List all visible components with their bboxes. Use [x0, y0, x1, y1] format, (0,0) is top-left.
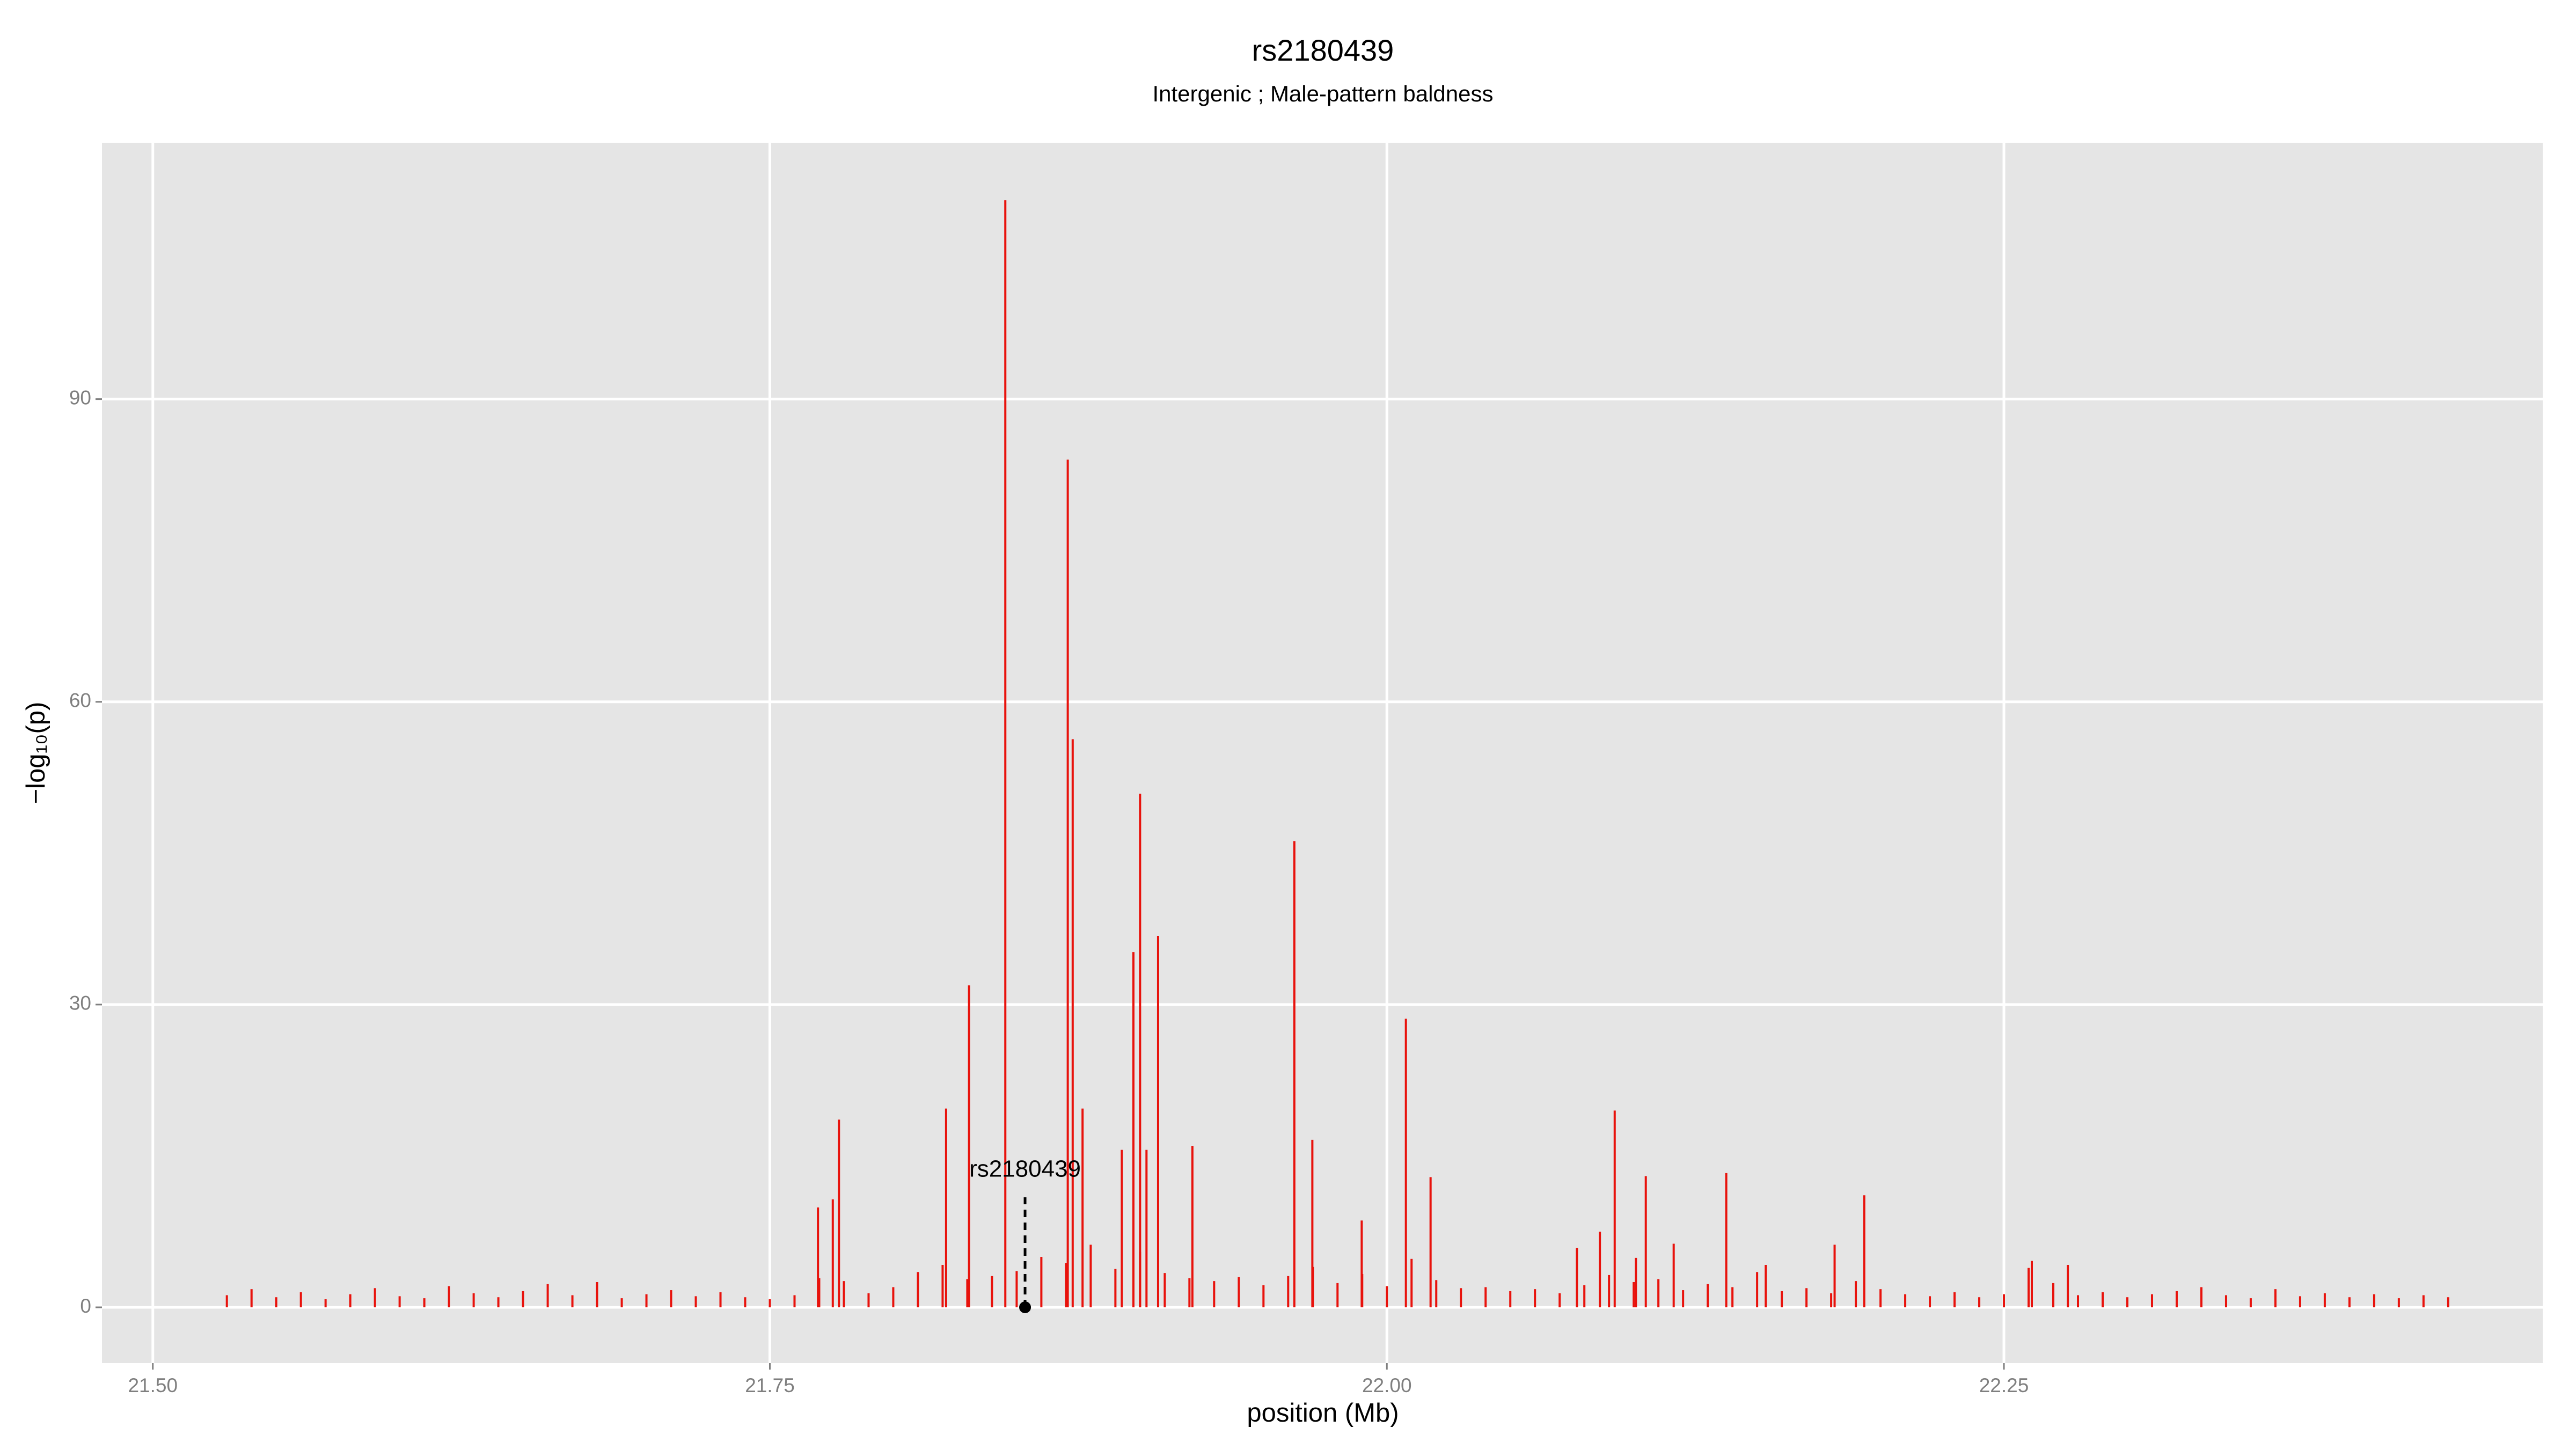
- y-axis-title: −log₁₀(p): [21, 702, 50, 804]
- chart-subtitle: Intergenic ; Male-pattern baldness: [1152, 81, 1493, 106]
- x-axis-title: position (Mb): [1247, 1399, 1399, 1428]
- x-tick-label: 21.50: [128, 1374, 178, 1396]
- x-tick-label: 22.25: [1979, 1374, 2029, 1396]
- plot-panel: [102, 143, 2543, 1363]
- annotation-point: [1019, 1301, 1031, 1314]
- y-tick-label: 90: [69, 386, 91, 408]
- y-tick-label: 60: [69, 690, 91, 712]
- annotation-label: rs2180439: [969, 1156, 1081, 1182]
- x-tick-label: 21.75: [745, 1374, 795, 1396]
- chart-title: rs2180439: [1252, 33, 1394, 67]
- x-tick-label: 22.00: [1362, 1374, 1412, 1396]
- y-tick-label: 0: [80, 1295, 91, 1317]
- y-tick-label: 30: [69, 992, 91, 1014]
